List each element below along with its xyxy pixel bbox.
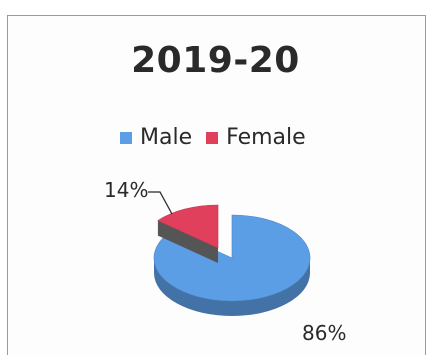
pie-slice-female (157, 204, 219, 263)
legend-label-male: Male (140, 125, 193, 150)
pie-slice-top-female (157, 204, 219, 249)
data-label-leader-female (148, 191, 173, 215)
pie-slice-face2-female (157, 220, 218, 263)
legend-swatch-female (206, 131, 219, 144)
legend-label-female: Female (226, 125, 306, 150)
pie-slice-side-male (154, 258, 310, 316)
data-label-female: 14% (104, 178, 148, 202)
chart-legend: Male Female (120, 125, 320, 150)
pie-slice-top-male (153, 214, 311, 302)
legend-swatch-male (120, 131, 132, 144)
data-label-male: 86% (302, 321, 346, 345)
legend-item-male: Male (120, 125, 192, 150)
legend-item-female: Female (206, 125, 306, 150)
pie-slice-male (153, 214, 311, 316)
chart-title: 2019-20 (131, 40, 300, 81)
